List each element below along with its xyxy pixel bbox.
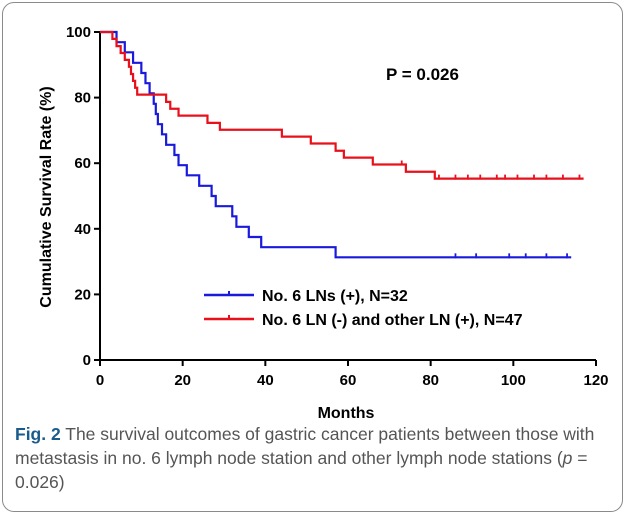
y-tick-label: 20 — [74, 286, 91, 303]
series-line-1 — [100, 30, 572, 259]
figure-caption: Fig. 2 The survival outcomes of gastric … — [15, 422, 615, 494]
x-tick-label: 60 — [340, 372, 357, 389]
caption-text-end: = 0.026) — [15, 448, 588, 492]
x-tick-label: 20 — [174, 372, 191, 389]
x-tick-label: 0 — [96, 372, 104, 389]
legend: No. 6 LNs (+), N=32 No. 6 LN (-) and othe… — [204, 288, 523, 329]
survival-chart: 0 20 40 60 80 100 0 20 40 60 80 100 120 Cumulative … — [38, 24, 609, 420]
y-tick-label: 60 — [74, 155, 91, 172]
caption-text: The survival outcomes of gastric cancer … — [15, 424, 595, 468]
x-tick-label: 80 — [422, 372, 439, 389]
x-tick-label: 40 — [257, 372, 274, 389]
y-tick-label: 0 — [83, 352, 91, 369]
x-axis-title: Months — [318, 405, 375, 420]
legend-label: No. 6 LNs (+), N=32 — [262, 288, 408, 305]
series-line-2 — [100, 30, 584, 180]
p-value-annotation: P = 0.026 — [386, 65, 459, 84]
y-tick-label: 100 — [66, 24, 91, 41]
x-tick-label: 120 — [583, 372, 608, 389]
p-symbol: p — [562, 448, 573, 468]
y-tick-label: 80 — [74, 90, 91, 107]
y-axis-title: Cumulative Survival Rate (%) — [38, 86, 55, 307]
x-tick-label: 100 — [501, 372, 526, 389]
y-tick-label: 40 — [74, 221, 91, 238]
figure-label: Fig. 2 — [15, 424, 61, 444]
series-layer — [100, 30, 584, 259]
x-axis-ticks: 0 20 40 60 80 100 120 — [96, 360, 609, 389]
y-axis-ticks: 0 20 40 60 80 100 — [66, 24, 100, 369]
legend-label: No. 6 LN (-) and other LN (+), N=47 — [262, 312, 523, 329]
